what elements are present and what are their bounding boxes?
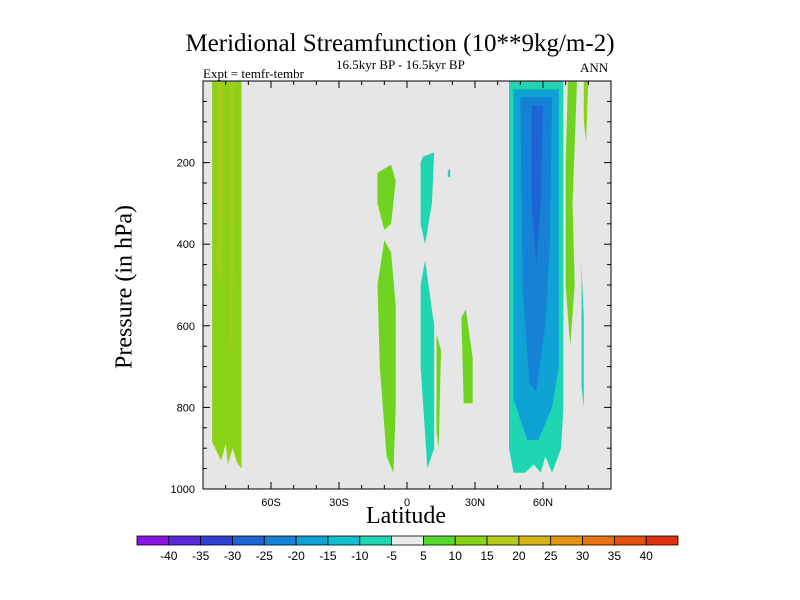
contour-region-sh-positive-core-2 bbox=[230, 81, 235, 367]
colorbar-swatch bbox=[136, 535, 170, 546]
colorbar-label: -25 bbox=[256, 549, 274, 563]
colorbar-label: 30 bbox=[576, 549, 590, 563]
colorbar-label: 35 bbox=[608, 549, 622, 563]
colorbar-label: -10 bbox=[351, 549, 369, 563]
experiment-label: Expt = temfr-tembr bbox=[203, 66, 304, 81]
chart-title: Meridional Streamfunction (10**9kg/m-2) bbox=[185, 30, 615, 57]
period-label: 16.5kyr BP - 16.5kyr BP bbox=[336, 57, 465, 72]
contour-region-nh-negative-core bbox=[531, 105, 543, 265]
contour-region-sh-positive-core bbox=[216, 81, 224, 285]
season-label: ANN bbox=[580, 60, 609, 75]
colorbar-label: -35 bbox=[192, 549, 210, 563]
x-tick-label: 60S bbox=[261, 497, 281, 509]
y-tick-label: 1000 bbox=[171, 484, 195, 496]
colorbar-swatch bbox=[200, 535, 233, 546]
colorbar-label: 40 bbox=[639, 549, 653, 563]
colorbar-swatch bbox=[518, 535, 552, 546]
colorbar-swatch bbox=[582, 535, 615, 546]
contour-region-small-positive-b bbox=[461, 309, 473, 404]
contour-region-far-nh-positive bbox=[583, 81, 589, 143]
colorbar-label: 5 bbox=[420, 549, 427, 563]
colorbar-swatch bbox=[613, 535, 647, 546]
contour-region-tropical-negative-lower bbox=[420, 260, 435, 469]
contour-region-nh-positive-sliver bbox=[565, 81, 577, 347]
colorbar-swatch bbox=[454, 535, 488, 546]
colorbar-label: -20 bbox=[287, 549, 305, 563]
contour-region-small-positive-a bbox=[436, 334, 441, 449]
contour-region-tiny-negative-speck bbox=[447, 168, 451, 177]
colorbar-swatch bbox=[486, 535, 520, 546]
colorbar-swatch bbox=[423, 535, 456, 546]
contour-region-tropical-negative-upper bbox=[420, 152, 435, 245]
y-tick-label: 200 bbox=[177, 158, 195, 170]
y-tick-label: 400 bbox=[177, 239, 195, 251]
colorbar-swatch bbox=[327, 535, 361, 546]
x-tick-label: 0 bbox=[404, 497, 410, 509]
colorbar-swatch bbox=[168, 535, 202, 546]
colorbar-swatch bbox=[263, 535, 297, 546]
colorbar-swatch bbox=[295, 535, 329, 546]
contour-region-sh-positive-cell bbox=[212, 81, 242, 469]
contour-region-far-nh-negative bbox=[581, 264, 584, 408]
colorbar-swatch bbox=[391, 535, 424, 546]
contour-region-tropical-positive-lower bbox=[377, 240, 396, 473]
y-tick-label: 800 bbox=[177, 402, 195, 414]
colorbar-label: -5 bbox=[386, 549, 397, 563]
x-tick-label: 60N bbox=[533, 497, 553, 509]
contour-region-tropical-positive-upper bbox=[377, 164, 396, 230]
y-tick-label: 600 bbox=[177, 321, 195, 333]
x-tick-label: 30N bbox=[465, 497, 485, 509]
x-tick-label: 30S bbox=[329, 497, 349, 509]
colorbar-swatch bbox=[550, 535, 583, 546]
colorbar-swatch bbox=[645, 535, 679, 546]
colorbar-swatch bbox=[359, 535, 392, 546]
colorbar-label: -30 bbox=[224, 549, 242, 563]
colorbar-label: -40 bbox=[160, 549, 178, 563]
colorbar-label: 15 bbox=[480, 549, 494, 563]
colorbar-label: 25 bbox=[544, 549, 558, 563]
colorbar-label: 10 bbox=[449, 549, 463, 563]
x-axis-label: Latitude bbox=[366, 503, 446, 529]
colorbar-label: -15 bbox=[319, 549, 337, 563]
colorbar-label: 20 bbox=[512, 549, 526, 563]
colorbar-swatch bbox=[232, 535, 265, 546]
